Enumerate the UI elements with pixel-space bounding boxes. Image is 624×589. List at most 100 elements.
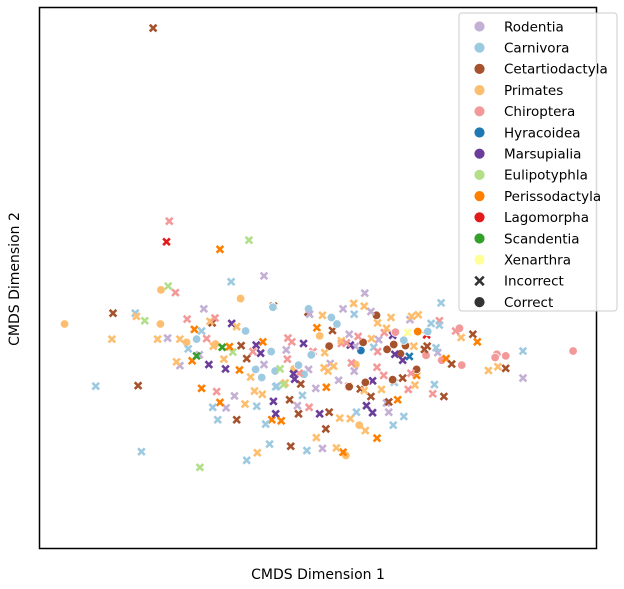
scatter-point-carnivora-incorrect <box>213 415 223 425</box>
x-axis-label: CMDS Dimension 1 <box>251 567 385 583</box>
scatter-point-carnivora-incorrect <box>388 420 398 430</box>
scatter-point-chiroptera-correct <box>568 346 578 356</box>
scatter-point-cetartiodactyla-correct <box>360 377 371 388</box>
scatter-point-perissodactyla-incorrect <box>338 447 348 457</box>
scatter-point-marsupialia-incorrect <box>256 348 265 358</box>
scatter-point-perissodactyla-incorrect <box>215 398 225 407</box>
scatter-point-chiroptera-incorrect <box>428 389 438 399</box>
scatter-point-cetartiodactyla-incorrect <box>236 341 246 350</box>
scatter-point-primates-correct <box>354 420 364 430</box>
scatter-point-cetartiodactyla-incorrect <box>447 359 456 369</box>
scatter-point-perissodactyla-incorrect <box>190 325 199 334</box>
legend-label-rodentia: Rodentia <box>504 19 564 35</box>
legend-marker-lagomorpha <box>473 211 486 224</box>
legend-label-xenarthra: Xenarthra <box>504 253 571 269</box>
scatter-point-carnivora-incorrect <box>352 407 361 417</box>
legend-marker-scandentia <box>473 232 486 245</box>
scatter-point-rodentia-incorrect <box>259 271 269 281</box>
scatter-point-chiroptera-incorrect <box>403 385 413 394</box>
scatter-point-primates-incorrect <box>240 399 250 409</box>
scatter-point-chiroptera-incorrect <box>283 354 292 364</box>
scatter-point-marsupialia-incorrect <box>315 409 324 419</box>
scatter-point-rodentia-incorrect <box>163 333 172 343</box>
scatter-point-cetartiodactyla-incorrect <box>468 329 478 339</box>
scatter-point-perissodactyla-incorrect <box>473 337 482 347</box>
scatter-point-hyracoidea-incorrect <box>405 352 414 361</box>
scatter-point-carnivora-incorrect <box>91 381 101 391</box>
scatter-point-carnivora-incorrect <box>430 380 439 389</box>
legend-label-cetartiodactyla: Cetartiodactyla <box>504 62 608 78</box>
scatter-point-cetartiodactyla-correct <box>389 339 399 350</box>
scatter-point-marsupialia-incorrect <box>269 397 278 406</box>
scatter-point-primates-incorrect <box>410 380 420 390</box>
scatter-point-cetartiodactyla-incorrect <box>133 381 143 390</box>
scatter-point-primates-incorrect <box>246 372 255 382</box>
scatter-point-primates-incorrect <box>367 334 376 343</box>
legend-label-hyracoidea: Hyracoidea <box>504 125 581 141</box>
scatter-point-carnivora-incorrect <box>137 447 146 456</box>
scatter-point-cetartiodactyla-incorrect <box>384 397 394 407</box>
scatter-point-chiroptera-incorrect <box>342 338 351 348</box>
scatter-point-marsupialia-incorrect <box>204 360 214 369</box>
scatter-point-cetartiodactyla-incorrect <box>294 409 303 419</box>
scatter-point-marsupialia-incorrect <box>289 369 298 379</box>
scatter-point-perissodactyla-incorrect <box>197 384 206 393</box>
scatter-point-marsupialia-incorrect <box>221 364 230 374</box>
scatter-point-marsupialia-incorrect <box>362 401 371 410</box>
scatter-point-carnivora-incorrect <box>431 343 441 353</box>
scatter-point-carnivora-incorrect <box>435 320 444 330</box>
scatter-point-primates-incorrect <box>335 413 344 423</box>
scatter-point-carnivora-incorrect <box>252 401 262 411</box>
scatter-point-cetartiodactyla-incorrect <box>439 392 449 401</box>
scatter-point-cetartiodactyla-incorrect <box>285 395 294 404</box>
scatter-point-rodentia-incorrect <box>374 335 383 344</box>
scatter-point-carnivora-correct <box>399 335 409 345</box>
scatter-point-cetartiodactyla-incorrect <box>286 441 295 451</box>
legend-frame <box>458 12 618 312</box>
legend: Rodentia Carnivora Cetartiodactyla Primates… <box>458 12 618 312</box>
scatter-point-primates-incorrect <box>172 357 181 367</box>
scatter-point-primates-correct <box>235 293 246 304</box>
scatter-point-primates-incorrect <box>320 348 329 357</box>
scatter-point-scandentia-incorrect <box>217 342 227 352</box>
scatter-point-marsupialia-incorrect <box>251 340 261 350</box>
scatter-point-primates-incorrect <box>318 311 327 320</box>
scatter-point-rodentia-incorrect <box>221 403 231 413</box>
scatter-point-perissodactyla-incorrect <box>322 383 331 392</box>
legend-label-perissodactyla: Perissodactyla <box>504 189 601 205</box>
scatter-point-rodentia-incorrect <box>281 345 291 355</box>
scatter-point-carnivora-correct <box>250 364 261 375</box>
scatter-point-rodentia-incorrect <box>344 329 354 339</box>
scatter-point-chiroptera-incorrect <box>347 358 356 368</box>
scatter-point-eulipotyphla-incorrect <box>275 364 285 374</box>
scatter-point-carnivora-incorrect <box>183 344 193 354</box>
scatter-point-chiroptera-incorrect <box>202 334 211 343</box>
scatter-point-carnivora-incorrect <box>242 456 251 465</box>
scatter-point-primates-incorrect <box>382 324 391 333</box>
scatter-point-carnivora-incorrect <box>349 309 359 319</box>
scatter-point-perissodactyla-incorrect <box>225 342 234 351</box>
scatter-point-chiroptera-incorrect <box>182 314 192 324</box>
scatter-point-rodentia-incorrect <box>349 366 359 376</box>
scatter-point-cetartiodactyla-incorrect <box>501 364 510 373</box>
scatter-point-cetartiodactyla-incorrect <box>242 354 251 363</box>
scatter-point-chiroptera-incorrect <box>283 333 293 343</box>
scatter-point-eulipotyphla-incorrect <box>228 347 238 357</box>
scatter-point-primates-incorrect <box>332 443 341 453</box>
scatter-point-primates-incorrect <box>329 361 338 371</box>
scatter-point-cetartiodactyla-incorrect <box>328 326 337 335</box>
scatter-point-carnivora-correct <box>306 350 317 360</box>
scatter-point-carnivora-incorrect <box>197 326 206 336</box>
scatter-point-cetartiodactyla-correct <box>382 344 392 355</box>
scatter-point-eulipotyphla-incorrect <box>195 463 205 472</box>
scatter-point-primates-incorrect <box>413 310 423 320</box>
scatter-point-xenarthra-incorrect <box>403 328 412 337</box>
legend-label-marsupialia: Marsupialia <box>504 147 581 163</box>
legend-label-lagomorpha: Lagomorpha <box>504 210 589 226</box>
legend-marker-cetartiodactyla <box>473 63 486 75</box>
scatter-point-chiroptera-incorrect <box>210 313 220 323</box>
scatter-point-eulipotyphla-incorrect <box>163 281 173 291</box>
scatter-point-primates-incorrect <box>107 334 117 344</box>
legend-marker-hyracoidea <box>473 126 486 139</box>
scatter-point-carnivora-correct <box>266 346 276 357</box>
